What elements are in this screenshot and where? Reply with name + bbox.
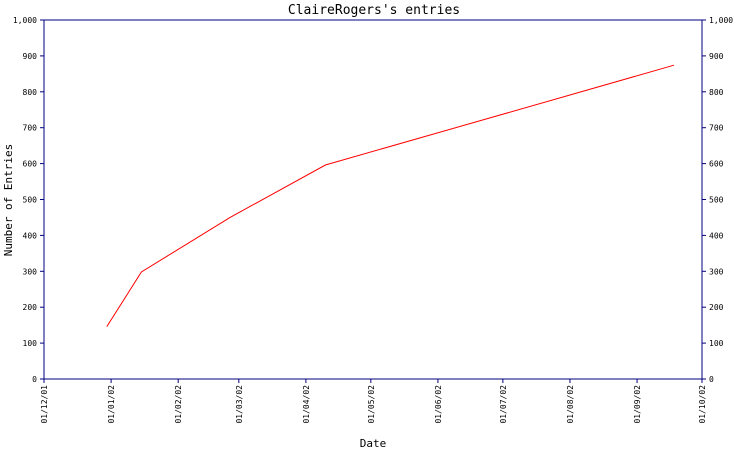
y-tick-label-right: 700 bbox=[709, 124, 724, 133]
y-tick-label-left: 600 bbox=[23, 160, 38, 169]
plot-border bbox=[43, 19, 703, 380]
x-axis: 01/12/01 01/01/02 01/02/02 01/03/02 01/04/02… bbox=[40, 379, 707, 424]
y-tick-label-left: 0 bbox=[32, 375, 37, 384]
y-tick-label-right: 800 bbox=[709, 88, 724, 97]
y-tick-label-right: 0 bbox=[709, 375, 714, 384]
y-tick-label-left: 300 bbox=[23, 267, 38, 276]
y-axis-title: Number of Entries bbox=[2, 144, 15, 257]
y-tick-label-right: 1,000 bbox=[709, 16, 733, 25]
y-tick-label-right: 600 bbox=[709, 160, 724, 169]
x-tick-label: 01/12/01 bbox=[40, 385, 49, 424]
x-tick-label: 01/03/02 bbox=[235, 385, 244, 424]
x-axis-title: Date bbox=[360, 437, 387, 450]
y-tick-label-left: 800 bbox=[23, 88, 38, 97]
y-tick-label-right: 900 bbox=[709, 52, 724, 61]
plot-frame bbox=[43, 19, 703, 380]
series-layer bbox=[106, 64, 675, 327]
y-tick-label-left: 1,000 bbox=[13, 16, 37, 25]
y-tick-label-left: 700 bbox=[23, 124, 38, 133]
y-tick-label-right: 200 bbox=[709, 303, 724, 312]
y-axis-right: 0 100 200 300 400 500 600 700 800 900 1,000 bbox=[702, 16, 733, 384]
y-tick-label-left: 100 bbox=[23, 339, 38, 348]
y-tick-label-left: 900 bbox=[23, 52, 38, 61]
series-line bbox=[106, 64, 675, 327]
y-tick-label-right: 300 bbox=[709, 267, 724, 276]
x-tick-label: 01/01/02 bbox=[107, 385, 116, 424]
x-tick-label: 01/08/02 bbox=[566, 385, 575, 424]
y-tick-label-left: 200 bbox=[23, 303, 38, 312]
x-tick-label: 01/09/02 bbox=[633, 385, 642, 424]
x-tick-label: 01/10/02 bbox=[698, 385, 707, 424]
x-tick-label: 01/06/02 bbox=[434, 385, 443, 424]
y-tick-label-right: 100 bbox=[709, 339, 724, 348]
x-tick-label: 01/05/02 bbox=[367, 385, 376, 424]
x-tick-label: 01/02/02 bbox=[174, 385, 183, 424]
y-axis-left: 0 100 200 300 400 500 600 700 800 900 1,000 bbox=[13, 16, 44, 384]
x-tick-label: 01/07/02 bbox=[499, 385, 508, 424]
chart-title: ClaireRogers's entries bbox=[288, 3, 460, 18]
y-tick-label-right: 400 bbox=[709, 231, 724, 240]
x-tick-label: 01/04/02 bbox=[302, 385, 311, 424]
y-tick-label-right: 500 bbox=[709, 196, 724, 205]
y-tick-label-left: 500 bbox=[23, 196, 38, 205]
y-tick-label-left: 400 bbox=[23, 231, 38, 240]
